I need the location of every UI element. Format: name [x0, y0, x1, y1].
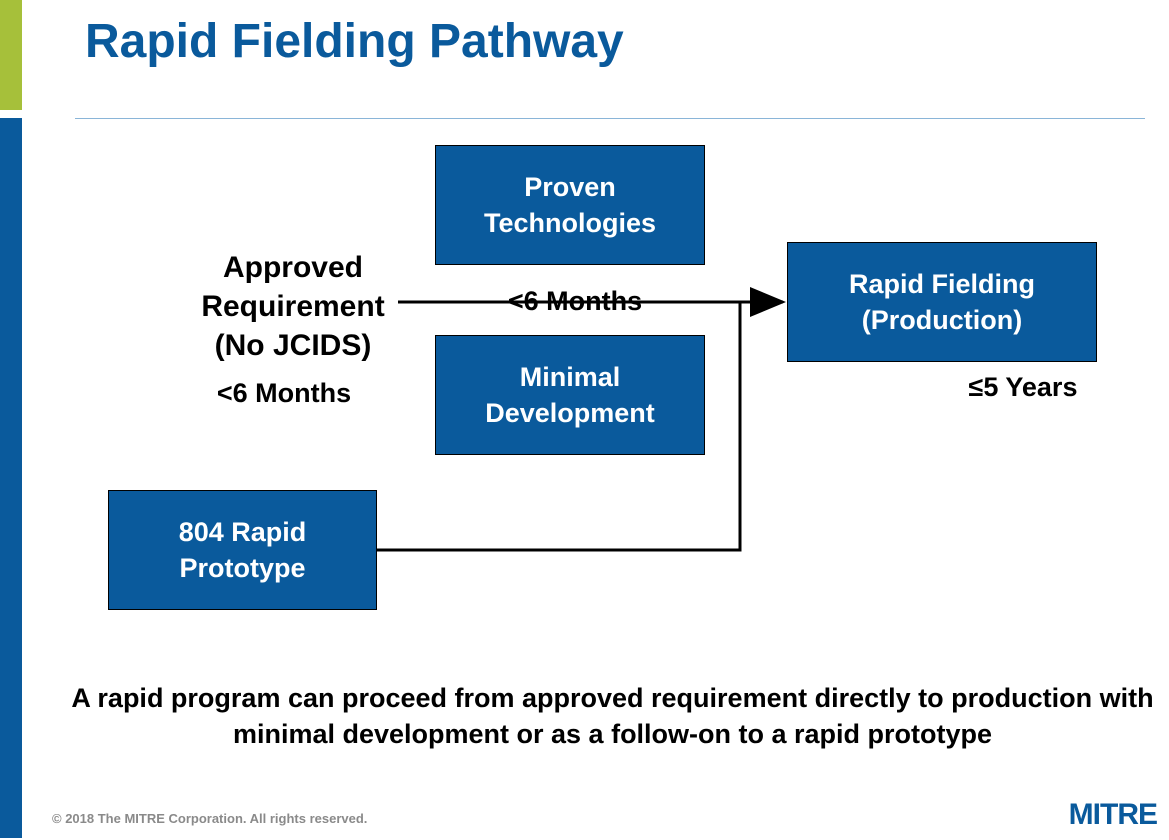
node-label: Minimal Development: [485, 359, 655, 432]
node-label: Rapid Fielding (Production): [849, 266, 1035, 339]
copyright-text: © 2018 The MITRE Corporation. All rights…: [52, 811, 367, 826]
mitre-logo: MITRE: [1069, 798, 1157, 832]
node-label: Proven Technologies: [484, 169, 656, 242]
slide-caption: A rapid program can proceed from approve…: [70, 680, 1155, 753]
label-lt6months-left: <6 Months: [194, 378, 374, 409]
label-lt6months-mid: <6 Months: [485, 286, 665, 317]
label-approved-requirement: Approved Requirement (No JCIDS): [183, 248, 403, 365]
node-804-rapid-prototype: 804 Rapid Prototype: [108, 490, 377, 610]
node-label: 804 Rapid Prototype: [179, 514, 307, 587]
node-proven-technologies: Proven Technologies: [435, 145, 705, 265]
label-le5years: ≤5 Years: [948, 372, 1098, 403]
node-minimal-development: Minimal Development: [435, 335, 705, 455]
node-rapid-fielding-production: Rapid Fielding (Production): [787, 242, 1097, 362]
